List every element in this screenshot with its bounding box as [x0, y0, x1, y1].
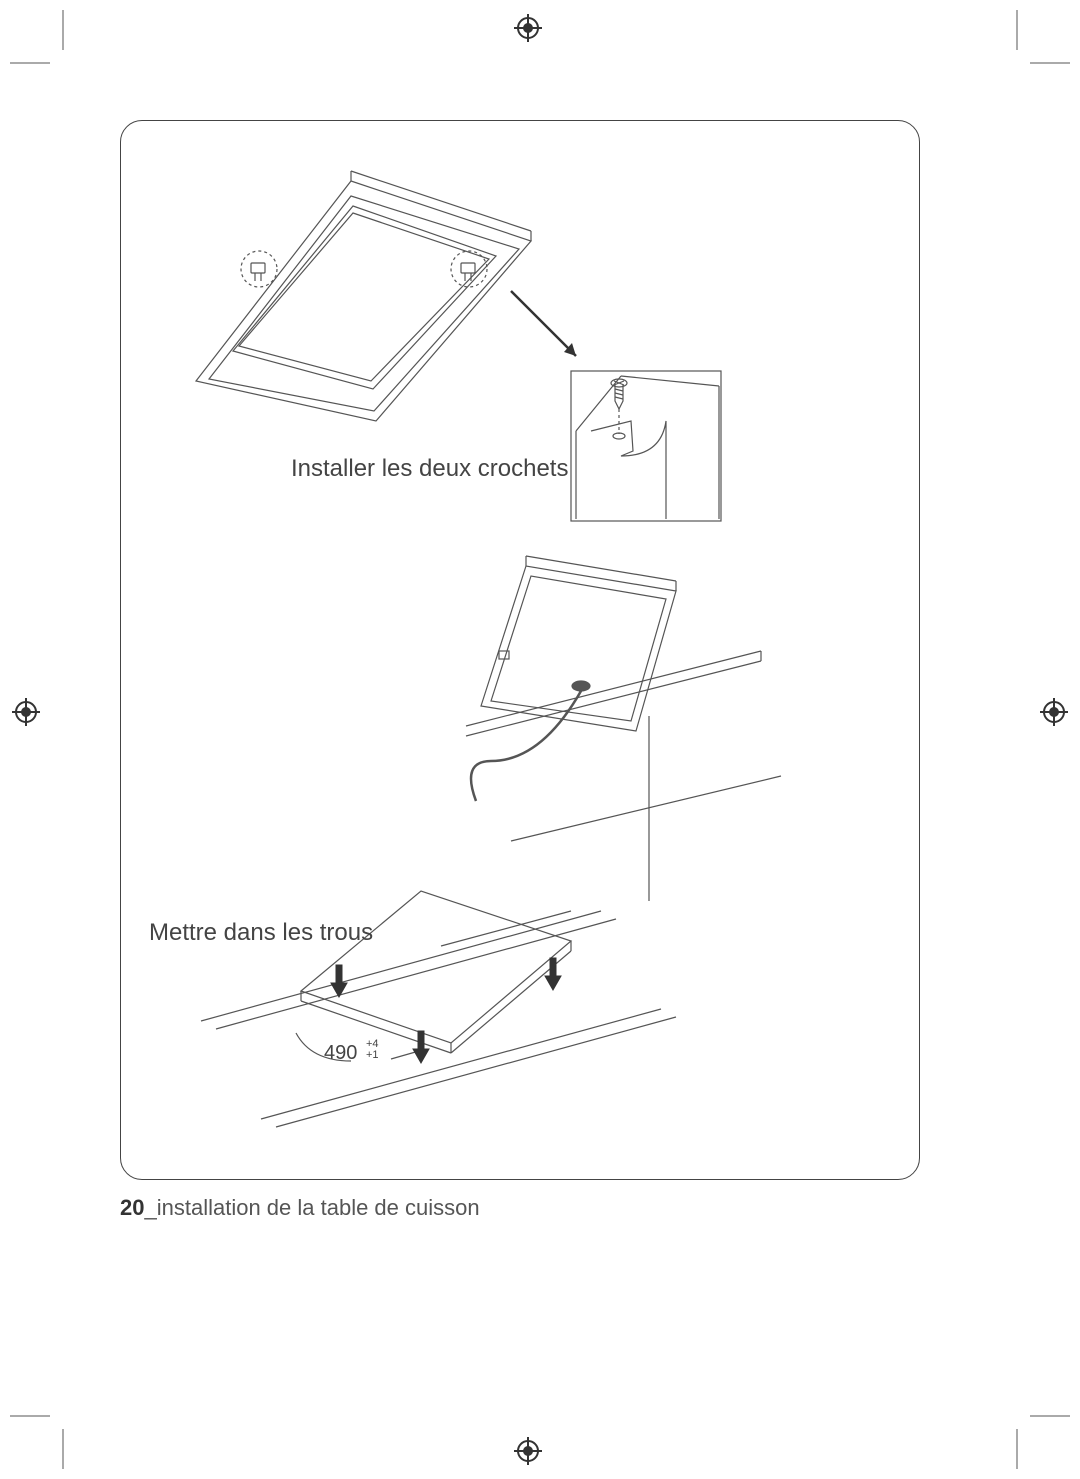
bracket-detail	[571, 371, 721, 521]
cooktop-insertion	[466, 556, 781, 901]
dimension-tolerance-bottom: +1	[366, 1050, 379, 1061]
registration-mark-top	[514, 14, 542, 42]
registration-mark-bottom	[514, 1437, 542, 1465]
dimension-value: 490	[324, 1042, 357, 1065]
registration-mark-right	[1040, 698, 1068, 726]
page-number: 20	[120, 1195, 144, 1220]
illustration	[121, 121, 921, 1181]
footer-separator: _	[144, 1195, 156, 1220]
cooktop-top-view	[196, 171, 531, 421]
footer-text: installation de la table de cuisson	[157, 1195, 480, 1220]
put-in-holes-label: Mettre dans les trous	[149, 919, 373, 947]
install-hooks-label: Installer les deux crochets	[291, 455, 568, 483]
registration-mark-left	[12, 698, 40, 726]
page-frame: Installer les deux crochets Mettre dans …	[120, 120, 920, 1180]
dimension-tolerance: +4 +1	[366, 1039, 379, 1061]
page-footer: 20_installation de la table de cuisson	[120, 1195, 480, 1221]
arrow-to-detail	[511, 291, 576, 356]
